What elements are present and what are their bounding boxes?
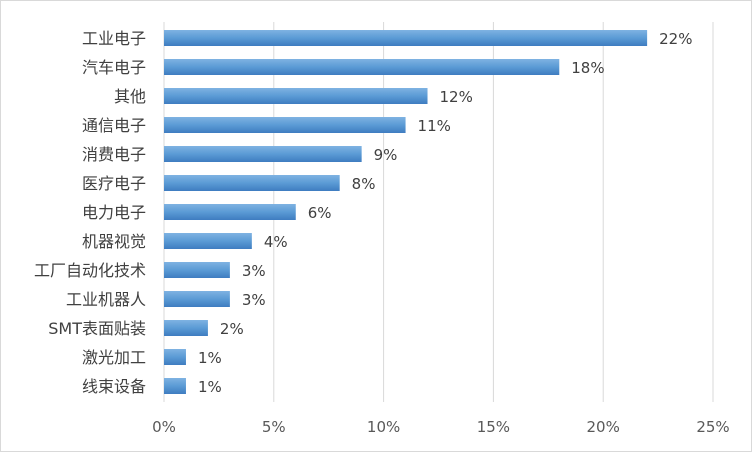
data-label: 4%: [264, 233, 288, 251]
bar: [164, 291, 230, 307]
data-label: 1%: [198, 378, 222, 396]
category-label: 其他: [114, 87, 146, 106]
bars: [164, 30, 648, 394]
data-label: 1%: [198, 349, 222, 367]
bar: [164, 146, 362, 162]
bar: [164, 59, 560, 75]
bar: [164, 117, 406, 133]
gridlines: [163, 22, 714, 402]
category-label: 工业电子: [82, 29, 146, 48]
data-label: 12%: [440, 88, 473, 106]
bar: [164, 30, 648, 46]
x-tick-label: 15%: [477, 418, 510, 436]
category-label: 线束设备: [82, 377, 146, 396]
x-tick-label: 0%: [152, 418, 176, 436]
category-label: 医疗电子: [82, 174, 146, 193]
data-label: 8%: [352, 175, 376, 193]
bar: [164, 262, 230, 278]
value-labels: 22% 18% 12% 11% 9% 8% 6% 4% 3% 3% 2% 1% 1%: [198, 30, 693, 396]
bar: [164, 88, 428, 104]
bar: [164, 233, 252, 249]
data-label: 3%: [242, 262, 266, 280]
data-label: 22%: [659, 30, 692, 48]
category-label: 机器视觉: [82, 232, 146, 251]
bar: [164, 320, 208, 336]
bar: [164, 349, 186, 365]
category-label: 工业机器人: [66, 290, 146, 309]
bar: [164, 175, 340, 191]
x-tick-label: 10%: [367, 418, 400, 436]
data-label: 11%: [418, 117, 451, 135]
x-tick-label: 20%: [587, 418, 620, 436]
category-label: 电力电子: [82, 203, 146, 222]
data-label: 18%: [571, 59, 604, 77]
x-tick-label: 5%: [262, 418, 286, 436]
category-labels: 工业电子汽车电子其他通信电子消费电子医疗电子电力电子机器视觉工厂自动化技术工业机…: [34, 29, 146, 396]
x-axis-ticks: 0% 5% 10% 15% 20% 25%: [152, 418, 730, 436]
category-label: 激光加工: [82, 348, 146, 367]
category-label: 通信电子: [82, 116, 146, 135]
category-label: 汽车电子: [82, 58, 146, 77]
data-label: 9%: [374, 146, 398, 164]
bar: [164, 204, 296, 220]
bar: [164, 378, 186, 394]
data-label: 2%: [220, 320, 244, 338]
category-label: 消费电子: [82, 145, 146, 164]
data-label: 6%: [308, 204, 332, 222]
category-label: SMT表面贴装: [48, 319, 146, 338]
category-label: 工厂自动化技术: [34, 261, 146, 280]
data-label: 3%: [242, 291, 266, 309]
x-tick-label: 25%: [696, 418, 729, 436]
